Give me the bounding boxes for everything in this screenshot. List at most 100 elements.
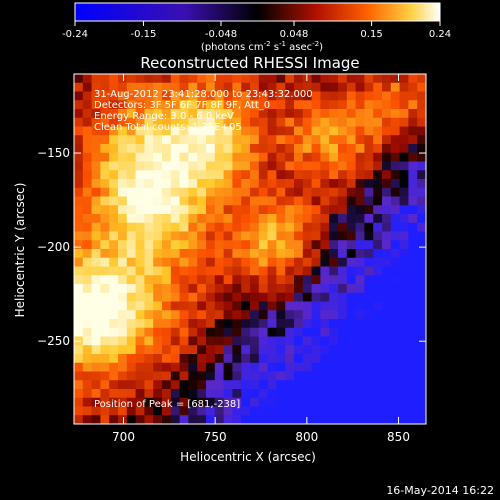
heatmap-cell (373, 126, 383, 136)
heatmap-cell (267, 266, 277, 276)
heatmap-cell (338, 266, 348, 276)
heatmap-cell (144, 275, 154, 285)
heatmap-cell (223, 117, 233, 128)
heatmap-cell (417, 389, 426, 399)
heatmap-cell (258, 109, 269, 119)
heatmap-cell (232, 415, 242, 424)
heatmap-cell (188, 292, 198, 303)
heatmap-cell (118, 415, 128, 424)
heatmap-cell (197, 161, 207, 171)
heatmap-cell (179, 117, 189, 128)
heatmap-cell (118, 222, 128, 233)
heatmap-cell (135, 196, 145, 206)
heatmap-cell (241, 284, 251, 294)
heatmap-cell (408, 380, 418, 390)
heatmap-cell (170, 406, 181, 416)
heatmap-cell (250, 275, 260, 285)
heatmap-cell (302, 135, 313, 145)
heatmap-cell (294, 214, 304, 224)
heatmap-cell (241, 240, 251, 250)
heatmap-cell (355, 222, 365, 233)
heatmap-cell (109, 345, 119, 355)
heatmap-cell (311, 362, 321, 373)
heatmap-cell (100, 205, 110, 215)
heatmap-cell (320, 406, 330, 416)
heatmap-cell (329, 135, 339, 145)
heatmap-cell (276, 266, 286, 276)
heatmap-cell (153, 179, 163, 189)
heatmap-cell (153, 222, 163, 233)
heatmap-cell (302, 222, 313, 233)
heatmap-cell (346, 415, 357, 424)
heatmap-cell (162, 301, 172, 311)
heatmap-cell (338, 161, 348, 171)
heatmap-cell (355, 415, 365, 424)
heatmap-cell (153, 345, 163, 355)
annotation-time-range: 31-Aug-2012 23:41:28.000 to 23:43:32.000 (94, 89, 313, 100)
heatmap-cell (285, 249, 295, 259)
heatmap-cell (390, 327, 401, 338)
heatmap-cell (285, 380, 295, 390)
heatmap-cell (223, 310, 233, 320)
heatmap-cell (346, 74, 357, 84)
heatmap-cell (241, 301, 251, 311)
heatmap-cell (250, 354, 260, 364)
heatmap-cell (214, 240, 225, 250)
heatmap-cell (302, 371, 313, 381)
colorbar-tick-label: 0.048 (280, 29, 309, 40)
heatmap-cell (382, 415, 392, 424)
heatmap-cell (390, 126, 401, 136)
heatmap-cell (373, 301, 383, 311)
heatmap-cell (153, 389, 163, 399)
heatmap-cell (100, 179, 110, 189)
heatmap-cell (408, 301, 418, 311)
heatmap-cell (214, 91, 225, 101)
heatmap-cell (338, 126, 348, 136)
heatmap-cell (399, 284, 409, 294)
heatmap-cell (144, 362, 154, 373)
heatmap-cell (382, 222, 392, 233)
heatmap-cell (258, 117, 269, 128)
heatmap-cell (285, 240, 295, 250)
heatmap-cell (329, 249, 339, 259)
heatmap-cell (188, 161, 198, 171)
heatmap-cell (258, 135, 269, 145)
heatmap-cell (250, 380, 260, 390)
heatmap-cell (408, 187, 418, 198)
heatmap-cell (346, 205, 357, 215)
heatmap-cell (74, 389, 84, 399)
heatmap-cell (311, 301, 321, 311)
heatmap-cell (82, 371, 93, 381)
heatmap-cell (417, 284, 426, 294)
heatmap-cell (276, 144, 286, 154)
heatmap-cell (232, 249, 242, 259)
heatmap-cell (338, 389, 348, 399)
heatmap-cell (250, 74, 260, 84)
heatmap-cell (408, 100, 418, 110)
heatmap-cell (162, 371, 172, 381)
heatmap-cell (408, 135, 418, 145)
heatmap-cell (144, 284, 154, 294)
heatmap-cell (338, 275, 348, 285)
heatmap-cell (373, 292, 383, 303)
heatmap-cell (329, 109, 339, 119)
heatmap-cell (232, 91, 242, 101)
heatmap-cell (241, 100, 251, 110)
heatmap-cell (417, 214, 426, 224)
heatmap-cell (188, 415, 198, 424)
heatmap-cell (338, 406, 348, 416)
heatmap-cell (320, 292, 330, 303)
heatmap-cell (408, 231, 418, 241)
heatmap-cell (170, 292, 181, 303)
heatmap-cell (241, 380, 251, 390)
heatmap-cell (408, 284, 418, 294)
heatmap-cell (206, 214, 216, 224)
heatmap-cell (382, 266, 392, 276)
heatmap-cell (267, 117, 277, 128)
heatmap-cell (91, 354, 101, 364)
heatmap-cell (197, 362, 207, 373)
heatmap-cell (417, 362, 426, 373)
heatmap-cell (188, 205, 198, 215)
heatmap-cell (135, 266, 145, 276)
heatmap-cell (399, 406, 409, 416)
